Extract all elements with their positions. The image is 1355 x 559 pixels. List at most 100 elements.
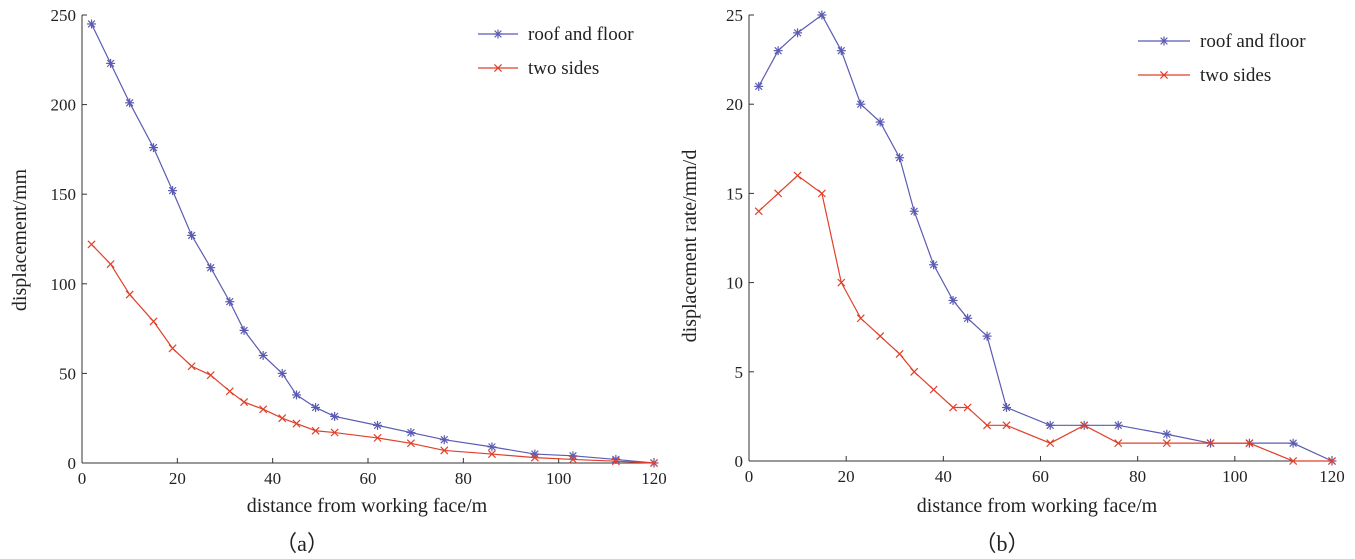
data-point-a-2 xyxy=(330,428,339,437)
y-tick-label-a: 150 xyxy=(51,185,77,204)
data-point-a-2 xyxy=(206,371,215,380)
data-point-b-1 xyxy=(875,117,885,127)
chart-panel-a: 0 20 40 60 80 100 120 0 50 100 150 200 250 roof and f… xyxy=(9,6,667,556)
data-point-b-1 xyxy=(836,46,846,56)
y-tick-label-a: 0 xyxy=(68,454,77,473)
panel-label-a: （a） xyxy=(275,531,329,556)
x-tick-label-a: 80 xyxy=(455,469,472,488)
data-point-a-1 xyxy=(311,402,321,412)
data-point-b-2 xyxy=(754,207,763,216)
x-tick-label-b: 120 xyxy=(1319,467,1345,486)
x-tick-label-a: 40 xyxy=(264,469,281,488)
data-point-a-1 xyxy=(225,297,235,307)
data-point-a-2 xyxy=(225,387,234,396)
data-point-a-2 xyxy=(168,344,177,353)
data-point-b-1 xyxy=(909,206,919,216)
data-point-b-2 xyxy=(817,189,826,198)
y-tick-label-b: 0 xyxy=(735,452,744,471)
data-point-a-2 xyxy=(125,290,134,299)
data-point-b-2 xyxy=(793,171,802,180)
legend-label-b-2: two sides xyxy=(1200,65,1271,86)
x-tick-label-b: 60 xyxy=(1032,467,1049,486)
data-point-b-1 xyxy=(1045,420,1055,430)
data-point-a-1 xyxy=(239,325,249,335)
x-tick-label-b: 40 xyxy=(935,467,952,486)
data-point-a-2 xyxy=(259,405,268,414)
data-point-b-2 xyxy=(963,403,972,412)
data-point-b-2 xyxy=(837,278,846,287)
y-tick-label-b: 10 xyxy=(726,274,743,293)
data-point-b-1 xyxy=(856,99,866,109)
data-point-a-2 xyxy=(187,362,196,371)
data-point-a-2 xyxy=(568,455,577,464)
data-point-b-2 xyxy=(1327,456,1337,466)
data-point-b-2 xyxy=(929,385,938,394)
data-point-b-1 xyxy=(1288,438,1298,448)
data-point-b-2 xyxy=(1162,439,1171,448)
x-axis-label-a: distance from working face/m xyxy=(247,495,488,517)
data-point-a-2 xyxy=(278,414,287,423)
y-tick-label-b: 25 xyxy=(726,6,743,25)
data-point-a-2 xyxy=(530,453,539,462)
data-point-a-1 xyxy=(373,420,383,430)
legend-b: roof and floor two sides xyxy=(1138,31,1306,86)
data-point-a-2 xyxy=(240,398,249,407)
legend-label-a-1: roof and floor xyxy=(528,24,634,45)
chart-panel-b: 0 20 40 60 80 100 120 0 5 10 15 20 25 roof and floor t… xyxy=(679,6,1345,556)
data-point-b-2 xyxy=(1289,456,1298,466)
data-point-b-2 xyxy=(895,349,904,358)
x-tick-label-b: 0 xyxy=(745,467,754,486)
data-point-a-1 xyxy=(149,143,158,153)
data-point-a-2 xyxy=(487,450,496,459)
data-point-b-1 xyxy=(754,81,764,91)
y-axis-label-a: displacement/mm xyxy=(9,168,31,311)
data-point-b-2 xyxy=(1114,439,1123,448)
data-point-a-1 xyxy=(439,435,449,445)
data-point-b-1 xyxy=(1162,429,1172,439)
data-point-b-2 xyxy=(910,367,919,376)
x-tick-label-b: 100 xyxy=(1222,467,1248,486)
x-tick-label-a: 60 xyxy=(360,469,377,488)
x-tick-label-a: 0 xyxy=(78,469,87,488)
y-tick-label-a: 200 xyxy=(51,96,77,115)
legend-a: roof and floor two sides xyxy=(478,24,634,79)
data-point-b-1 xyxy=(1113,420,1123,430)
series-line-a-1 xyxy=(90,23,655,464)
data-point-b-2 xyxy=(1046,439,1055,448)
data-point-a-1 xyxy=(125,98,135,108)
data-point-a-2 xyxy=(149,317,158,326)
data-point-a-1 xyxy=(258,350,268,360)
y-axis-label-b: displacement rate/mm/d xyxy=(679,150,701,343)
data-point-a-1 xyxy=(292,390,301,400)
series-line-b-2 xyxy=(758,174,1332,462)
y-tick-label-b: 20 xyxy=(726,95,743,114)
x-axis-label-b: distance from working face/m xyxy=(917,495,1158,517)
legend-marker-a-2 xyxy=(493,63,503,73)
legend-label-b-1: roof and floor xyxy=(1200,31,1306,52)
legend-label-a-2: two sides xyxy=(528,58,599,79)
x-tick-label-b: 80 xyxy=(1129,467,1146,486)
data-point-a-1 xyxy=(330,411,340,421)
data-point-a-1 xyxy=(406,428,416,438)
data-point-a-2 xyxy=(611,457,620,466)
legend-marker-b-2 xyxy=(1159,70,1169,80)
data-point-a-2 xyxy=(292,419,301,428)
data-point-a-1 xyxy=(106,58,116,68)
data-point-a-1 xyxy=(487,442,497,452)
data-point-b-1 xyxy=(895,153,905,163)
x-tick-label-b: 20 xyxy=(838,467,855,486)
data-point-b-1 xyxy=(948,295,958,305)
data-point-b-1 xyxy=(929,260,939,270)
x-tick-label-a: 120 xyxy=(641,469,667,488)
data-point-b-1 xyxy=(817,10,827,20)
legend-marker-b-1 xyxy=(1159,36,1169,46)
data-point-b-2 xyxy=(1245,439,1254,448)
data-point-a-2 xyxy=(440,446,449,455)
x-tick-label-a: 100 xyxy=(546,469,572,488)
legend-marker-a-1 xyxy=(493,29,503,39)
data-point-a-1 xyxy=(611,454,621,464)
data-point-a-1 xyxy=(187,230,197,240)
data-point-b-1 xyxy=(773,46,783,56)
y-tick-label-a: 50 xyxy=(59,364,76,383)
data-point-a-1 xyxy=(277,368,287,378)
